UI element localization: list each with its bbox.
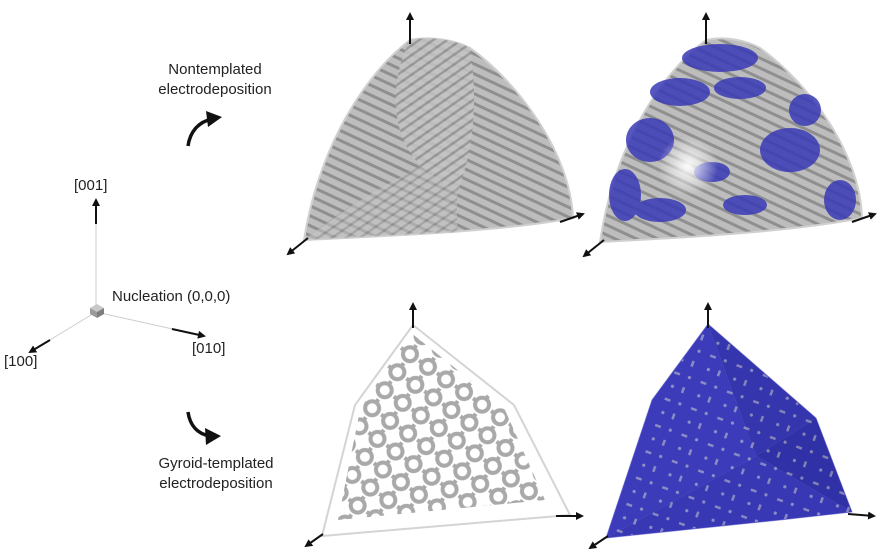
axis-arrow-100	[28, 339, 51, 354]
axis-label-010: [010]	[192, 340, 226, 357]
caption-gyroid-line2: electrodeposition	[159, 475, 273, 492]
nucleation-label: Nucleation (0,0,0)	[112, 288, 231, 305]
panel-nontemplated-gray	[286, 12, 585, 256]
axis-label-001: [001]	[74, 177, 108, 194]
caption-nontemplated-line2: electrodeposition	[158, 81, 272, 98]
coordinate-axes	[28, 198, 206, 354]
panel-gyroid-gray	[304, 302, 584, 548]
axis-label-100: [100]	[4, 353, 38, 370]
axis-arrow-010	[171, 328, 206, 339]
caption-gyroid-line1: Gyroid-templated	[158, 455, 274, 472]
panel-gyroid-blue	[588, 302, 876, 550]
panel-nontemplated-blue	[582, 12, 877, 258]
caption-nontemplated: Nontemplated electrodeposition	[140, 60, 290, 100]
caption-nontemplated-line1: Nontemplated	[168, 61, 262, 78]
curved-arrow-up-icon	[186, 111, 222, 147]
curved-arrow-down-icon	[186, 411, 221, 445]
caption-gyroid: Gyroid-templated electrodeposition	[136, 454, 296, 494]
nucleation-cube-icon	[90, 304, 104, 318]
